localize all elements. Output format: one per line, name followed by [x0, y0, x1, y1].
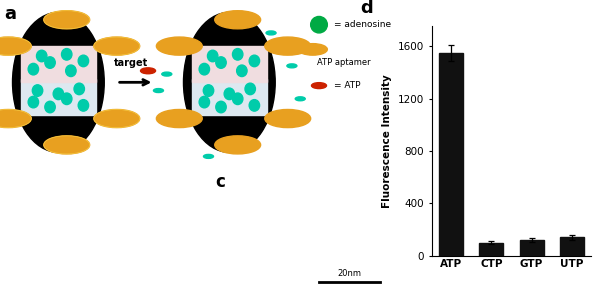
- Circle shape: [215, 11, 260, 29]
- Text: = ATP: = ATP: [334, 81, 360, 90]
- Circle shape: [265, 37, 311, 55]
- Bar: [192, 46, 267, 82]
- Text: 20nm: 20nm: [338, 269, 362, 278]
- Ellipse shape: [78, 100, 89, 111]
- Ellipse shape: [78, 55, 89, 67]
- Ellipse shape: [13, 12, 104, 152]
- Circle shape: [94, 109, 140, 128]
- Ellipse shape: [199, 64, 209, 75]
- Text: d: d: [361, 0, 373, 17]
- Ellipse shape: [245, 83, 256, 95]
- Text: ATP aptamer: ATP aptamer: [317, 58, 371, 67]
- Ellipse shape: [65, 65, 76, 76]
- Ellipse shape: [232, 93, 243, 105]
- Ellipse shape: [28, 96, 38, 108]
- Bar: [520, 240, 544, 256]
- Ellipse shape: [203, 85, 214, 96]
- Bar: [560, 238, 584, 256]
- Ellipse shape: [32, 85, 43, 96]
- Text: = adenosine: = adenosine: [334, 20, 391, 29]
- Bar: [192, 79, 267, 115]
- Ellipse shape: [53, 88, 64, 100]
- Text: target: target: [114, 58, 148, 68]
- Circle shape: [44, 11, 89, 29]
- Circle shape: [266, 31, 276, 35]
- Text: a: a: [4, 5, 16, 23]
- Ellipse shape: [249, 55, 260, 67]
- Ellipse shape: [232, 49, 243, 60]
- Ellipse shape: [45, 57, 55, 68]
- Ellipse shape: [62, 49, 72, 60]
- Ellipse shape: [74, 83, 85, 95]
- Ellipse shape: [199, 96, 209, 108]
- Bar: [439, 53, 463, 256]
- Circle shape: [157, 37, 202, 55]
- Circle shape: [0, 109, 31, 128]
- Bar: [21, 79, 96, 115]
- Ellipse shape: [45, 101, 55, 113]
- Circle shape: [203, 154, 214, 158]
- Circle shape: [0, 37, 31, 55]
- Circle shape: [265, 109, 311, 128]
- Circle shape: [140, 68, 155, 74]
- Text: c: c: [215, 173, 225, 191]
- Circle shape: [295, 97, 305, 101]
- Ellipse shape: [62, 93, 72, 105]
- Y-axis label: Fluorescence Intensity: Fluorescence Intensity: [382, 74, 392, 208]
- Ellipse shape: [249, 100, 260, 111]
- Circle shape: [44, 136, 89, 154]
- Ellipse shape: [216, 101, 226, 113]
- Ellipse shape: [216, 57, 226, 68]
- Circle shape: [157, 109, 202, 128]
- Ellipse shape: [224, 88, 235, 100]
- Circle shape: [311, 83, 326, 88]
- Ellipse shape: [236, 65, 247, 76]
- Circle shape: [215, 136, 260, 154]
- Ellipse shape: [184, 12, 275, 152]
- Ellipse shape: [37, 50, 47, 62]
- Text: 20nm: 20nm: [131, 269, 155, 278]
- Ellipse shape: [28, 64, 38, 75]
- Ellipse shape: [311, 16, 328, 33]
- Circle shape: [94, 37, 140, 55]
- Circle shape: [154, 88, 163, 93]
- Ellipse shape: [208, 50, 218, 62]
- Circle shape: [298, 44, 328, 55]
- Text: b: b: [14, 173, 26, 191]
- Bar: [21, 46, 96, 82]
- Bar: [479, 243, 503, 256]
- Circle shape: [287, 64, 297, 68]
- Circle shape: [162, 72, 172, 76]
